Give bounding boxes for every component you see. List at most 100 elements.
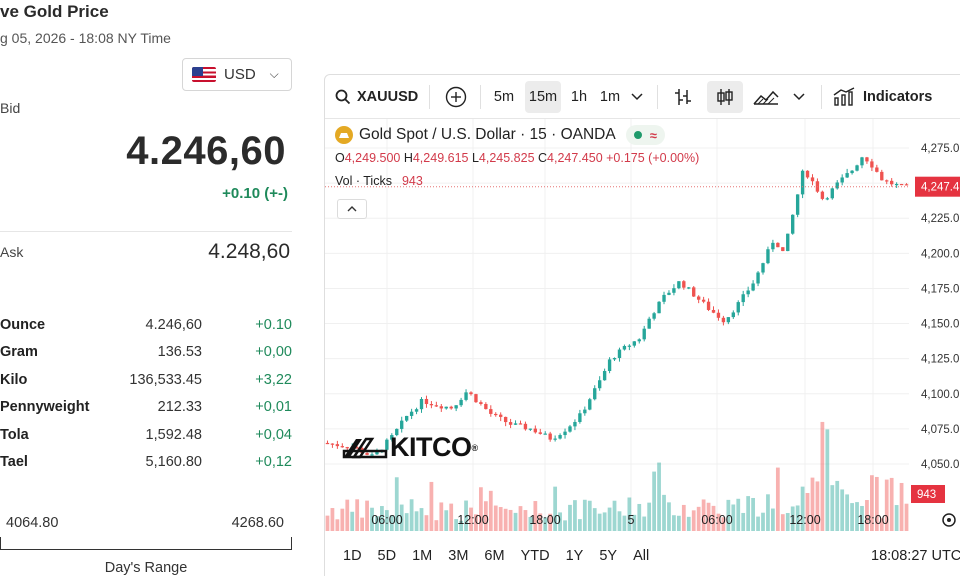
- range-1d[interactable]: 1D: [343, 548, 362, 564]
- candle-body: [805, 170, 810, 178]
- volume-bar: [330, 508, 335, 531]
- x-tick-label: 12:00: [789, 513, 820, 527]
- divider: [0, 231, 292, 232]
- volume-bar: [483, 501, 488, 531]
- candle-body: [736, 302, 740, 313]
- candle-body: [687, 287, 691, 289]
- range-all[interactable]: All: [633, 548, 650, 564]
- range-6m[interactable]: 6M: [484, 548, 505, 564]
- volume-bar: [894, 505, 899, 531]
- bid-price: 4.246,60: [126, 129, 286, 173]
- interval-dropdown[interactable]: [627, 81, 647, 113]
- candle-body: [875, 167, 879, 172]
- candle-body: [588, 399, 592, 410]
- volume-bar: [439, 502, 444, 531]
- candle-body: [795, 194, 800, 215]
- last-price-tag: [915, 176, 960, 197]
- volume-bar: [444, 510, 449, 531]
- candle-body: [677, 281, 681, 289]
- indicators-button[interactable]: Indicators: [833, 81, 943, 113]
- volume-bar: [370, 507, 374, 531]
- market-status-pill[interactable]: ≈: [625, 125, 665, 145]
- unit-change: +3,22: [255, 371, 292, 388]
- area-chart-type-button[interactable]: [751, 81, 781, 113]
- day-range-low: 4064.80: [6, 515, 59, 531]
- candle-body: [652, 313, 656, 319]
- candle-body: [404, 415, 409, 421]
- x-tick-label: 18:00: [529, 513, 560, 527]
- candle-body: [429, 404, 434, 406]
- bar-chart-type-button[interactable]: [669, 81, 697, 113]
- candle-body: [894, 183, 899, 186]
- day-range-high: 4268.60: [231, 515, 284, 531]
- range-5d[interactable]: 5D: [377, 548, 397, 564]
- symbol-search[interactable]: XAUUSD: [335, 81, 421, 113]
- volume-bar: [865, 500, 869, 531]
- range-5y[interactable]: 5Y: [599, 548, 618, 564]
- unit-row-gram: Gram 136.53 +0,00: [0, 339, 292, 367]
- range-3m[interactable]: 3M: [448, 548, 469, 564]
- volume-bar: [479, 487, 483, 531]
- volume-bar: [662, 494, 666, 531]
- candles-chart-type-button[interactable]: [707, 81, 743, 113]
- chart-clock[interactable]: 18:08:27 UTC: [871, 548, 960, 564]
- volume-bar: [825, 429, 830, 531]
- settings-gear-icon: [942, 513, 956, 527]
- range-1m[interactable]: 1M: [412, 548, 433, 564]
- volume-bar: [627, 497, 632, 531]
- toolbar-divider: [429, 85, 430, 109]
- volume-value: 943: [401, 174, 423, 188]
- volume-bar: [637, 503, 642, 531]
- candle-body: [444, 406, 448, 409]
- volume-bar: [810, 477, 815, 531]
- volume-bar: [419, 508, 424, 531]
- volume-bar: [870, 475, 874, 531]
- chevron-down-icon: [793, 93, 805, 101]
- x-tick-label: 12:00: [457, 513, 488, 527]
- interval-15m[interactable]: 15m: [525, 81, 561, 113]
- candle-body: [370, 454, 374, 456]
- candle-body: [682, 281, 686, 288]
- candle-body: [622, 345, 627, 350]
- range-1y[interactable]: 1Y: [565, 548, 584, 564]
- volume-bar: [350, 511, 355, 531]
- volume-bar: [464, 500, 468, 531]
- volume-bar: [365, 500, 369, 531]
- y-tick-label: 4,200.0: [921, 248, 959, 260]
- candle-body: [830, 188, 834, 199]
- range-ytd[interactable]: YTD: [520, 548, 550, 564]
- candle-body: [810, 177, 815, 182]
- candle-body: [632, 341, 637, 346]
- x-tick-label: 06:00: [701, 513, 732, 527]
- price-chart[interactable]: 4,050.0 4,075.0 4,100.0 4,125.0 4,150.0 4,175…: [325, 119, 960, 539]
- interval-5m[interactable]: 5m: [493, 89, 515, 105]
- candle-body: [602, 370, 607, 381]
- interval-1m[interactable]: 1m: [599, 89, 621, 105]
- ohlc-values: O4,249.500 H4,249.615 L4,245.825 C4,247.…: [335, 151, 699, 165]
- candle-body: [711, 309, 716, 313]
- compare-button[interactable]: [442, 81, 470, 113]
- volume-bar: [424, 515, 429, 531]
- collapse-legend-button[interactable]: [337, 199, 367, 219]
- currency-select[interactable]: USD ⌵: [182, 58, 292, 91]
- candle-body: [721, 317, 726, 323]
- registered-mark: ®: [471, 442, 479, 453]
- volume-bar: [805, 492, 810, 531]
- volume-bar: [375, 516, 379, 531]
- candle-body: [607, 359, 612, 371]
- change-value: +0.175 (+0.00%): [606, 151, 700, 165]
- candle-body: [840, 177, 844, 183]
- unit-row-ounce: Ounce 4.246,60 +0.10: [0, 311, 292, 339]
- interval-1h[interactable]: 1h: [570, 89, 588, 105]
- candle-body: [662, 294, 666, 302]
- volume-bar: [756, 516, 760, 531]
- volume-bar: [691, 510, 696, 531]
- low-value: 4,245.825: [478, 151, 535, 165]
- chart-type-dropdown[interactable]: [789, 81, 809, 113]
- volume-bar: [696, 506, 701, 531]
- volume-bar: [736, 498, 741, 531]
- candle-body: [667, 292, 671, 295]
- ask-price: 4.248,60: [208, 240, 290, 263]
- unit-name: Tola: [0, 426, 29, 443]
- candle-body: [835, 182, 839, 189]
